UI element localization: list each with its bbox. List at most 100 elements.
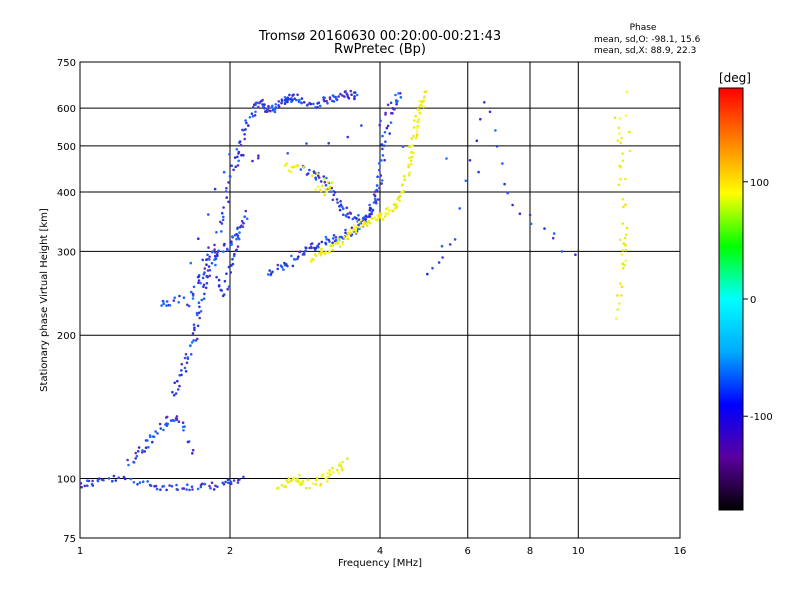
data-point bbox=[355, 217, 358, 220]
data-point bbox=[370, 211, 374, 214]
data-point bbox=[376, 213, 379, 217]
data-point bbox=[363, 220, 366, 224]
data-point bbox=[175, 415, 179, 418]
data-point bbox=[134, 457, 137, 460]
data-point bbox=[171, 419, 174, 422]
data-point bbox=[319, 482, 323, 486]
data-point bbox=[618, 132, 621, 135]
data-point bbox=[340, 466, 344, 470]
data-point bbox=[132, 481, 136, 484]
data-point bbox=[180, 369, 183, 372]
data-point bbox=[381, 134, 384, 138]
data-point bbox=[199, 485, 203, 489]
data-point bbox=[240, 153, 243, 157]
data-point bbox=[223, 279, 227, 283]
data-point bbox=[198, 305, 201, 309]
data-point bbox=[225, 186, 228, 190]
data-point bbox=[349, 89, 353, 93]
data-point bbox=[624, 233, 628, 236]
data-point bbox=[189, 261, 193, 265]
grid-lines bbox=[80, 62, 680, 538]
data-point bbox=[238, 225, 242, 229]
data-point bbox=[337, 95, 340, 98]
data-point bbox=[385, 126, 389, 130]
data-point bbox=[203, 292, 206, 296]
data-point bbox=[314, 188, 317, 191]
data-point bbox=[298, 250, 301, 254]
data-point bbox=[323, 193, 327, 197]
data-point bbox=[135, 454, 139, 458]
data-point bbox=[328, 185, 332, 188]
data-point bbox=[338, 235, 342, 239]
data-point bbox=[214, 257, 218, 260]
data-point bbox=[297, 255, 300, 258]
data-point bbox=[339, 92, 342, 96]
data-point bbox=[189, 344, 192, 347]
data-point bbox=[261, 98, 264, 102]
data-point bbox=[222, 206, 225, 209]
data-point bbox=[389, 101, 393, 105]
data-point bbox=[227, 181, 230, 184]
data-point bbox=[325, 99, 328, 103]
data-point bbox=[368, 208, 372, 212]
data-point bbox=[203, 482, 207, 486]
data-point bbox=[417, 108, 420, 112]
data-point bbox=[213, 248, 216, 251]
data-point bbox=[329, 190, 332, 193]
data-point bbox=[331, 241, 334, 245]
data-point bbox=[619, 165, 623, 169]
data-point bbox=[223, 242, 226, 246]
y-tick-label: 750 bbox=[57, 58, 76, 69]
data-point bbox=[423, 95, 426, 98]
data-point bbox=[201, 276, 205, 280]
data-point bbox=[311, 482, 315, 485]
data-point bbox=[175, 483, 178, 487]
phase-stats-x: mean, sd,X: 88.9, 22.3 bbox=[594, 46, 696, 56]
data-point bbox=[560, 250, 564, 253]
data-point bbox=[296, 477, 299, 480]
data-point bbox=[334, 97, 338, 100]
data-point bbox=[242, 475, 245, 479]
data-point bbox=[316, 185, 320, 189]
data-point bbox=[85, 479, 89, 483]
data-point bbox=[381, 154, 385, 157]
data-point bbox=[287, 169, 291, 172]
data-point bbox=[141, 449, 144, 452]
data-point bbox=[328, 469, 332, 472]
data-point bbox=[624, 259, 627, 263]
data-point bbox=[222, 215, 225, 219]
data-point bbox=[395, 205, 399, 208]
data-point bbox=[382, 144, 386, 147]
data-point bbox=[187, 304, 191, 308]
data-point bbox=[166, 422, 169, 426]
data-point bbox=[213, 243, 216, 247]
data-point bbox=[176, 388, 180, 391]
data-point bbox=[418, 104, 422, 108]
data-point bbox=[184, 353, 188, 356]
data-point bbox=[325, 176, 328, 180]
data-point bbox=[114, 479, 118, 482]
data-point bbox=[331, 198, 335, 202]
data-point bbox=[386, 124, 390, 128]
data-point bbox=[448, 243, 452, 246]
data-point bbox=[319, 180, 323, 183]
data-point bbox=[241, 225, 245, 229]
data-point bbox=[155, 487, 159, 491]
data-point bbox=[288, 93, 291, 97]
data-point bbox=[381, 147, 384, 151]
data-point bbox=[314, 482, 318, 486]
data-point bbox=[338, 461, 341, 465]
data-point bbox=[628, 130, 631, 134]
data-point bbox=[318, 104, 322, 108]
data-point bbox=[237, 478, 240, 482]
data-point bbox=[503, 182, 506, 186]
data-point bbox=[383, 215, 387, 218]
data-point bbox=[267, 104, 270, 108]
data-point bbox=[378, 123, 382, 127]
data-point bbox=[294, 258, 297, 261]
x-tick-label: 2 bbox=[227, 546, 233, 557]
data-point bbox=[529, 222, 533, 226]
data-point bbox=[243, 133, 246, 136]
data-point bbox=[261, 103, 264, 106]
data-point bbox=[346, 237, 350, 241]
